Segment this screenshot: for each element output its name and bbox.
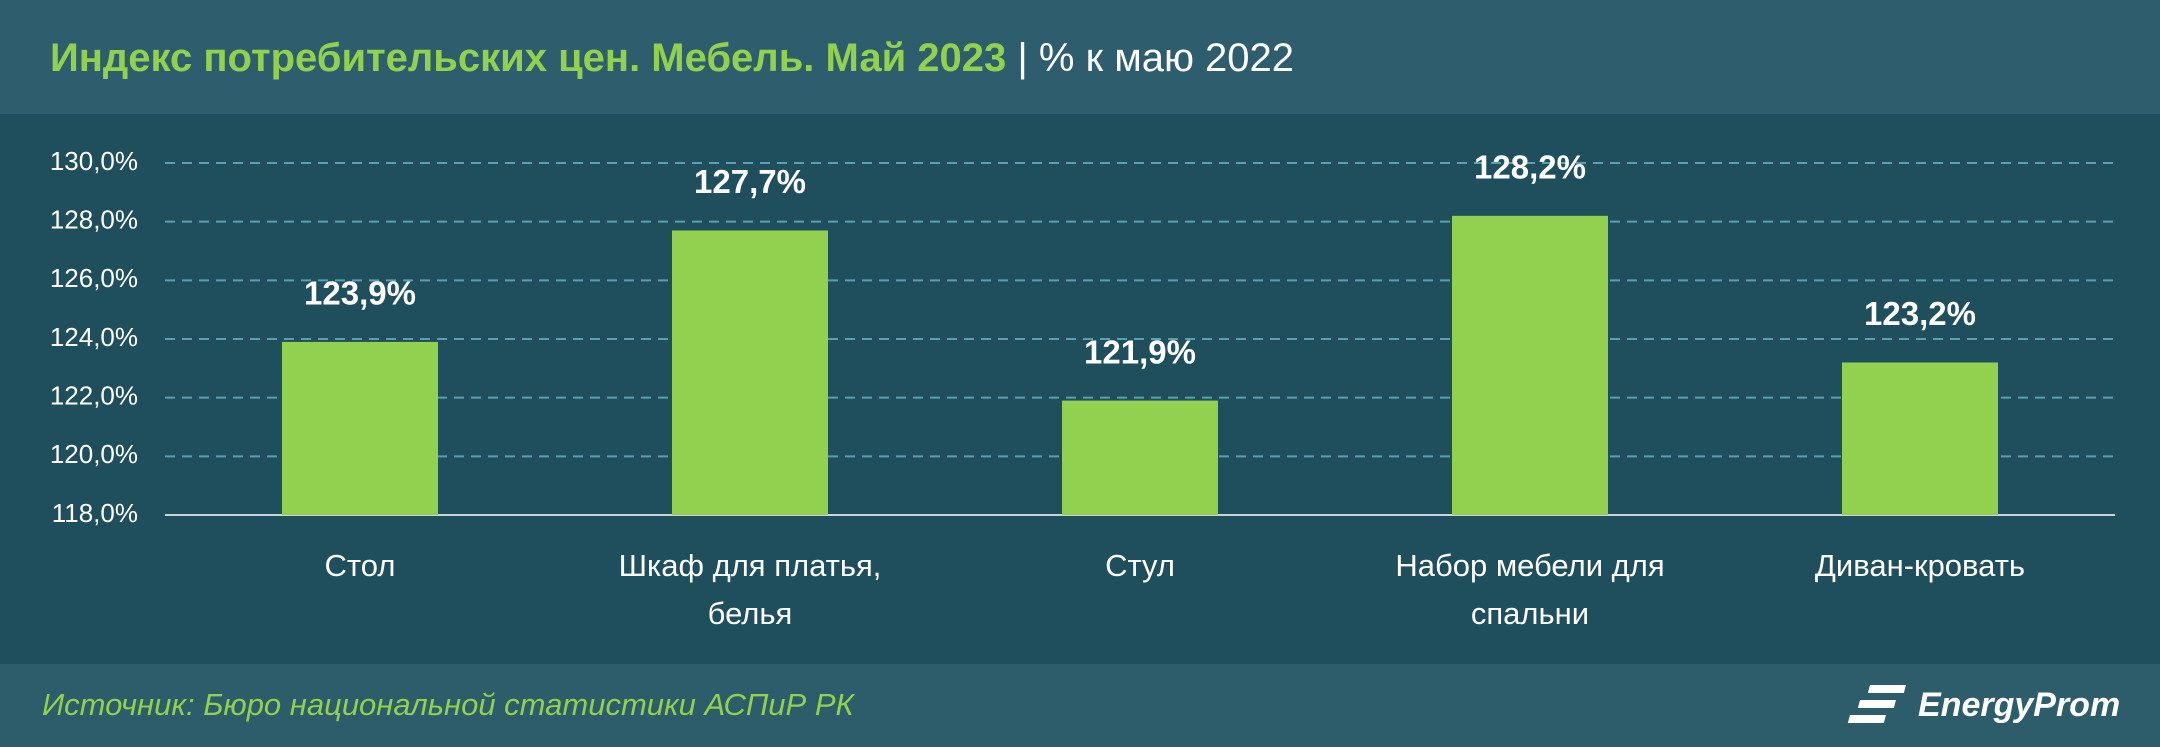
brand: EnergyProm: [1918, 686, 2120, 724]
value-label: 128,2%: [1474, 149, 1586, 186]
value-label: 123,2%: [1864, 295, 1976, 332]
y-tick-label: 128,0%: [50, 205, 138, 235]
bar: [1842, 362, 1998, 515]
logo-icon: [1847, 685, 1906, 723]
value-label: 127,7%: [694, 163, 806, 200]
x-tick-label: Набор мебели для спальни: [1395, 548, 1665, 631]
footer-band: [0, 664, 2160, 747]
y-tick-label: 118,0%: [52, 498, 138, 528]
header-band: [0, 0, 2160, 114]
source: Источник: Бюро национальной статистики А…: [42, 687, 856, 722]
y-tick-label: 130,0%: [50, 146, 138, 176]
x-tick-label: Диван-кровать: [1814, 548, 2026, 583]
separator: |: [1006, 36, 1039, 80]
y-tick-label: 120,0%: [50, 439, 138, 469]
y-tick-label: 124,0%: [50, 322, 138, 352]
value-label: 121,9%: [1084, 333, 1196, 370]
y-tick-label: 126,0%: [50, 263, 138, 293]
bar: [1062, 400, 1218, 515]
x-tick-label: Стул: [1105, 548, 1175, 583]
bar: [672, 230, 828, 515]
chart-title: Индекс потребительских цен. Мебель. Май …: [50, 36, 1006, 80]
bar: [1452, 215, 1608, 516]
x-tick-label: Стол: [324, 548, 396, 583]
chart-subtitle: % к маю 2022: [1039, 36, 1294, 80]
title-row: Индекс потребительских цен. Мебель. Май …: [50, 36, 1294, 80]
bar: [282, 341, 438, 515]
y-tick-label: 122,0%: [50, 381, 138, 411]
x-tick-label: Шкаф для платья, белья: [618, 548, 882, 631]
value-label: 123,9%: [304, 275, 416, 312]
